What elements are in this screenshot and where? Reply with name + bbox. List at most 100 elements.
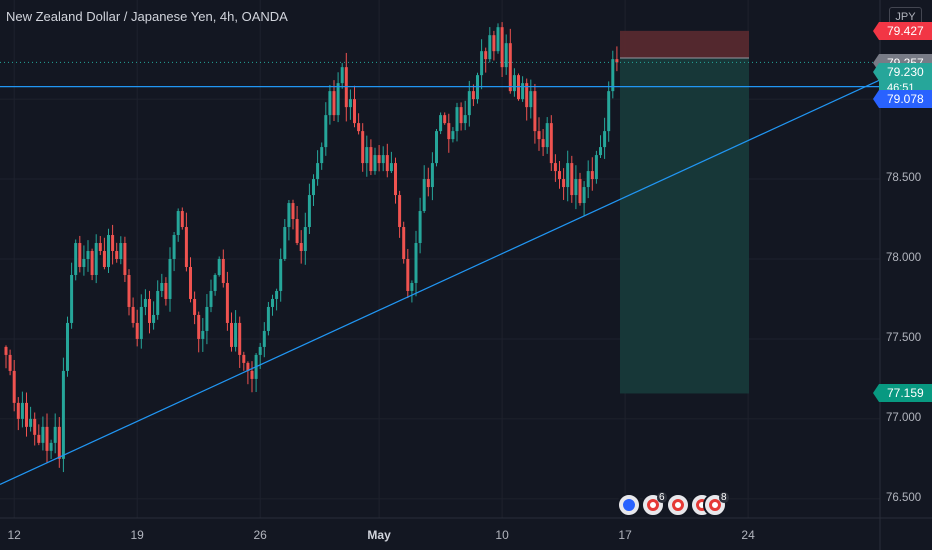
candle-body [394, 163, 397, 196]
candle-body [299, 243, 303, 252]
candle-body [209, 290, 213, 307]
candle-body [131, 306, 135, 323]
candle-body [570, 163, 574, 196]
stop-loss-zone [620, 30, 749, 59]
candle-body [533, 91, 537, 132]
candle-body [611, 59, 615, 92]
price-tick-label: 76.500 [886, 491, 922, 504]
candle-body [143, 298, 147, 307]
candle-body [578, 179, 582, 204]
candle-body [74, 243, 78, 275]
candle-body [197, 314, 201, 339]
candle-body [586, 171, 590, 188]
candle-body [447, 123, 451, 140]
candle-body [148, 298, 151, 323]
candle-body [307, 195, 311, 228]
candle-body [37, 434, 41, 443]
candle-body [271, 298, 274, 307]
candle-body [562, 179, 566, 188]
time-tick-label: 19 [130, 528, 144, 542]
candle-body [213, 274, 217, 291]
candle-body [246, 362, 250, 371]
candle-body [525, 83, 529, 108]
candle-body [164, 282, 168, 299]
economic-event-icon[interactable]: 6 [641, 492, 667, 517]
take-profit-zone [620, 58, 749, 394]
candle-body [484, 51, 488, 60]
candle-body [406, 259, 410, 291]
candle-body [488, 35, 492, 60]
candle-body [496, 27, 500, 52]
candle-body [492, 35, 496, 52]
candle-body [553, 163, 557, 172]
candle-body [435, 131, 438, 164]
candle-body [242, 354, 246, 363]
candle-body [102, 251, 106, 267]
candle-body [599, 147, 602, 156]
candle-body [41, 426, 45, 443]
candle-body [398, 195, 402, 228]
candle-body [221, 259, 225, 283]
label-pointer [873, 90, 879, 109]
candle-body [594, 155, 598, 180]
time-tick-label: May [367, 528, 391, 542]
label-pointer [873, 53, 879, 72]
candle-body [607, 91, 611, 132]
candle-body [426, 179, 430, 188]
event-ring [623, 499, 635, 511]
candle-body [98, 243, 102, 252]
candle-body [201, 330, 205, 339]
candle-body [512, 75, 516, 92]
label-pointer [873, 384, 879, 403]
candle-body [332, 91, 336, 116]
candle-body [107, 235, 110, 267]
candle-body [16, 402, 20, 419]
candle-body [328, 91, 332, 116]
candle-body [537, 131, 541, 140]
candle-body [70, 274, 74, 323]
candle-body [303, 227, 307, 252]
event-ring [709, 499, 721, 511]
candle-body [430, 163, 434, 188]
candle-body [45, 426, 49, 451]
candle-body [353, 99, 356, 124]
candle-body [451, 131, 455, 140]
economic-event-icon[interactable] [617, 493, 641, 517]
candle-body [414, 243, 418, 283]
candle-body [12, 370, 16, 403]
candle-body [463, 115, 467, 124]
candle-body [189, 266, 192, 299]
candle-body [225, 282, 229, 323]
event-ring [647, 499, 659, 511]
candle-body [135, 322, 139, 339]
candle-body [566, 163, 570, 188]
candle-body [250, 370, 254, 379]
economic-event-icon[interactable]: 8 [703, 492, 729, 517]
candle-body [500, 27, 504, 68]
candle-body [193, 298, 197, 315]
candle-body [266, 306, 270, 331]
economic-event-icon[interactable] [666, 493, 690, 517]
candle-body [283, 227, 287, 259]
candle-body [574, 179, 578, 196]
candle-body [336, 83, 340, 116]
time-tick-label: 24 [741, 528, 755, 542]
candle-body [365, 147, 369, 164]
event-count: 8 [719, 492, 729, 503]
candle-body [455, 107, 459, 132]
candle-body [439, 115, 443, 132]
candle-body [340, 67, 344, 84]
candle-body [471, 91, 475, 100]
candle-body [115, 251, 119, 259]
candle-body [33, 418, 37, 435]
symbol-title[interactable]: New Zealand Dollar / Japanese Yen, 4h, O… [6, 9, 288, 24]
candle-body [504, 43, 508, 68]
time-tick-label: 26 [253, 528, 267, 542]
candle-body [521, 83, 525, 100]
stop-price-label: 79.427 [873, 21, 932, 40]
last-price-label: 79.230 [873, 62, 932, 81]
candle-body [541, 139, 545, 148]
candle-body [558, 171, 561, 180]
